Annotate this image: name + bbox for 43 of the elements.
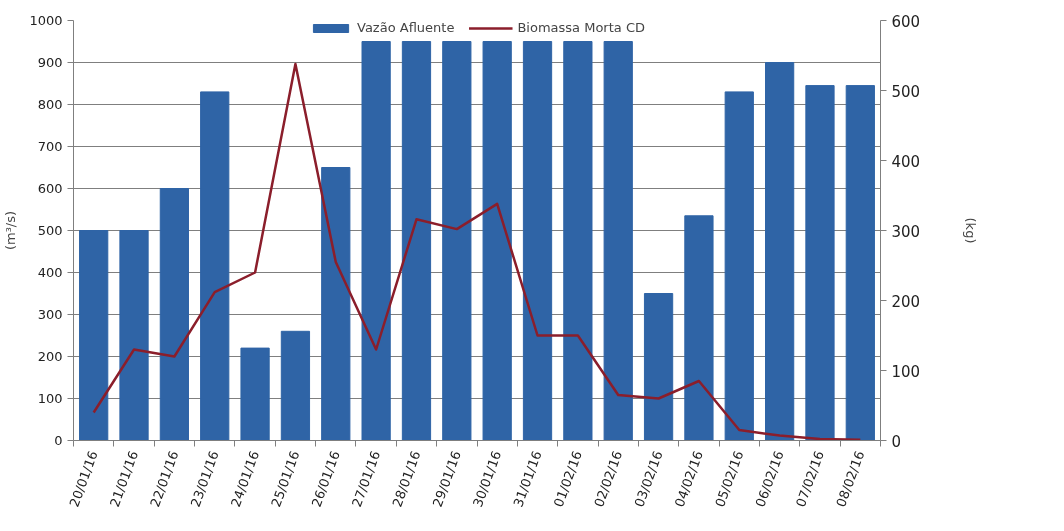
y2-tick-label: 400 (891, 152, 921, 171)
y-tick-label: 500 (37, 223, 63, 238)
y-axis-title: (m³/s) (3, 210, 19, 251)
y-tick-label: 1000 (29, 13, 63, 28)
bar (321, 167, 351, 441)
bar (643, 293, 674, 441)
line-series (92, 62, 862, 441)
y-tick-label: 800 (37, 97, 63, 112)
y-tick-label: 100 (37, 391, 63, 406)
bar (805, 85, 835, 441)
bar (442, 41, 472, 441)
bar (200, 91, 230, 441)
bar (159, 188, 189, 441)
bar (684, 215, 714, 441)
bar (280, 330, 311, 441)
y-tick-label: 200 (37, 349, 63, 364)
y-tick-label: 0 (54, 433, 63, 448)
bar (563, 41, 593, 441)
bar (240, 347, 270, 441)
y-tick-label: 900 (37, 55, 63, 70)
legend-label: Vazão Afluente (357, 20, 455, 35)
y2-tick-label: 200 (891, 292, 921, 311)
bar (522, 41, 553, 441)
y2-tick-label: 100 (891, 362, 921, 381)
y-tick-label: 600 (37, 181, 63, 196)
y-tick-label: 700 (37, 139, 63, 154)
bar (845, 85, 875, 441)
y-tick-label: 300 (37, 307, 63, 322)
y-tick-label: 400 (37, 265, 63, 280)
y2-tick-label: 600 (891, 12, 921, 31)
legend-label: Biomassa Morta CD (517, 20, 645, 35)
bar (724, 91, 754, 441)
bar (361, 41, 391, 441)
bar (79, 230, 109, 441)
bar (765, 62, 795, 441)
y2-tick-label: 300 (891, 222, 921, 241)
y2-axis-title: (kg) (963, 217, 979, 244)
y2-tick-label: 500 (891, 82, 921, 101)
bar (482, 41, 512, 441)
bar (119, 230, 149, 441)
y2-tick-label: 0 (891, 432, 902, 451)
bar (603, 41, 633, 441)
bar (401, 41, 432, 441)
